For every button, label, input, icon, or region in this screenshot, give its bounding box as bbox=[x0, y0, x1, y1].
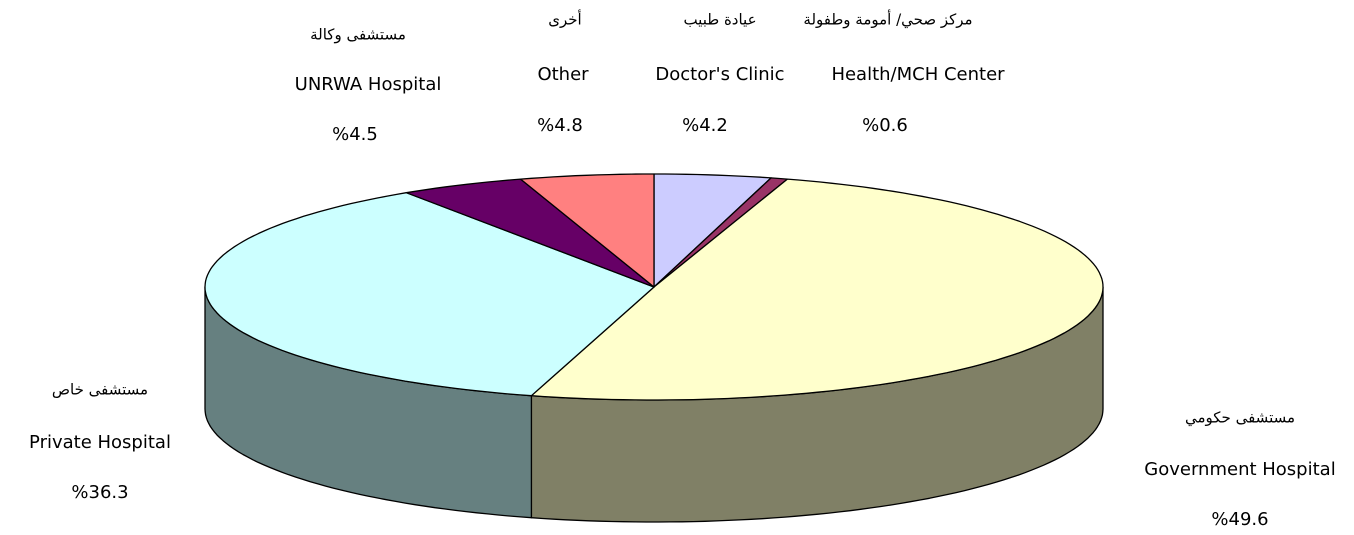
value-label: %49.6 bbox=[1211, 509, 1268, 530]
label: Government Hospital bbox=[1144, 459, 1335, 480]
slice bbox=[519, 173, 655, 288]
label: Other bbox=[537, 64, 589, 85]
value-label: %4.2 bbox=[682, 115, 728, 136]
label: Doctor's Clinic bbox=[655, 64, 784, 85]
slice bbox=[405, 178, 655, 288]
slice bbox=[653, 173, 772, 288]
label: Health/MCH Center bbox=[831, 64, 1005, 85]
label-ar: أخرى bbox=[548, 10, 581, 29]
value-label: %0.6 bbox=[862, 115, 908, 136]
label-ar: مركز صحي/ أمومة وطفولة bbox=[803, 10, 972, 30]
label-ar: مستشفى خاص bbox=[52, 381, 148, 399]
value-label: %4.5 bbox=[332, 124, 378, 145]
label: Private Hospital bbox=[29, 432, 171, 453]
label-ar: عيادة طبيب bbox=[683, 11, 756, 29]
value-label: %4.8 bbox=[537, 115, 583, 136]
label: UNRWA Hospital bbox=[295, 74, 442, 95]
slice bbox=[204, 192, 655, 397]
slice bbox=[530, 178, 1104, 401]
value-label: %36.3 bbox=[71, 482, 128, 503]
label-ar: مستشفى وكالة bbox=[310, 26, 406, 44]
label-ar: مستشفى حكومي bbox=[1185, 409, 1295, 428]
